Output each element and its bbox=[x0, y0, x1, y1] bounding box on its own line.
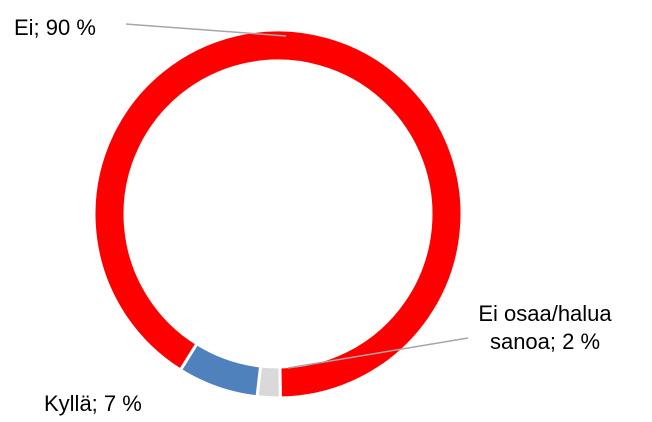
donut-slice bbox=[92, 28, 464, 400]
slice-label: Ei; 90 % bbox=[14, 15, 96, 40]
leader-line bbox=[287, 337, 469, 369]
donut-slice bbox=[178, 341, 263, 399]
slice-label: Ei osaa/halua sanoa; 2 % bbox=[478, 301, 612, 354]
leader-line bbox=[125, 23, 287, 37]
slice-label: Kyllä; 7 % bbox=[44, 391, 142, 416]
